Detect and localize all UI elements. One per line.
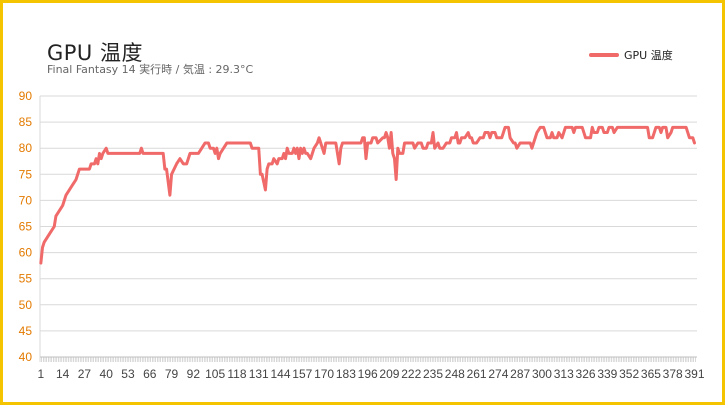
y-tick-label: 60 [19,246,33,260]
y-tick-label: 50 [19,298,33,312]
x-tick-label: 248 [445,367,465,381]
legend-label: GPU 温度 [624,49,673,62]
x-tick-label: 222 [401,367,421,381]
x-tick-label: 391 [684,367,704,381]
x-tick-label: 40 [100,367,114,381]
legend-swatch [589,53,619,57]
x-tick-label: 1 [37,367,44,381]
x-tick-label: 287 [510,367,530,381]
x-tick-label: 209 [379,367,399,381]
y-tick-label: 70 [19,193,33,207]
y-tick-label: 75 [19,167,33,181]
y-tick-label: 55 [19,272,33,286]
x-tick-label: 14 [56,367,70,381]
x-tick-label: 378 [663,367,683,381]
x-tick-label: 118 [227,367,246,381]
y-tick-label: 40 [19,350,33,364]
x-tick-label: 235 [423,367,443,381]
x-tick-label: 144 [270,367,290,381]
chart-subtitle: Final Fantasy 14 実行時 / 気温 : 29.3°C [47,63,254,76]
series-line-gpu-temperature [39,125,696,265]
y-tick-label: 80 [19,141,33,155]
y-tick-label: 85 [19,115,33,129]
y-tick-label: 45 [19,324,33,338]
x-tick-label: 196 [358,367,378,381]
x-tick-label: 105 [205,367,225,381]
chart-legend: GPU 温度 [589,47,673,63]
x-tick-label: 326 [576,367,596,381]
x-tick-label: 157 [292,367,312,381]
x-tick-label: 313 [554,367,574,381]
x-tick-label: 352 [619,367,639,381]
y-tick-label: 65 [19,220,33,234]
x-tick-label: 261 [467,367,487,381]
x-tick-label: 300 [532,367,552,381]
x-tick-label: 274 [488,367,508,381]
x-tick-label: 339 [597,367,617,381]
x-tick-label: 170 [314,367,334,381]
x-tick-label: 27 [78,367,92,381]
chart-title: GPU 温度 [47,41,143,65]
y-tick-label: 90 [19,89,33,103]
x-tick-label: 53 [121,367,135,381]
x-tick-label: 183 [336,367,356,381]
x-tick-label: 92 [187,367,201,381]
x-tick-label: 131 [249,367,269,381]
x-tick-label: 66 [143,367,157,381]
x-tick-label: 365 [641,367,661,381]
x-tick-label: 79 [165,367,179,381]
